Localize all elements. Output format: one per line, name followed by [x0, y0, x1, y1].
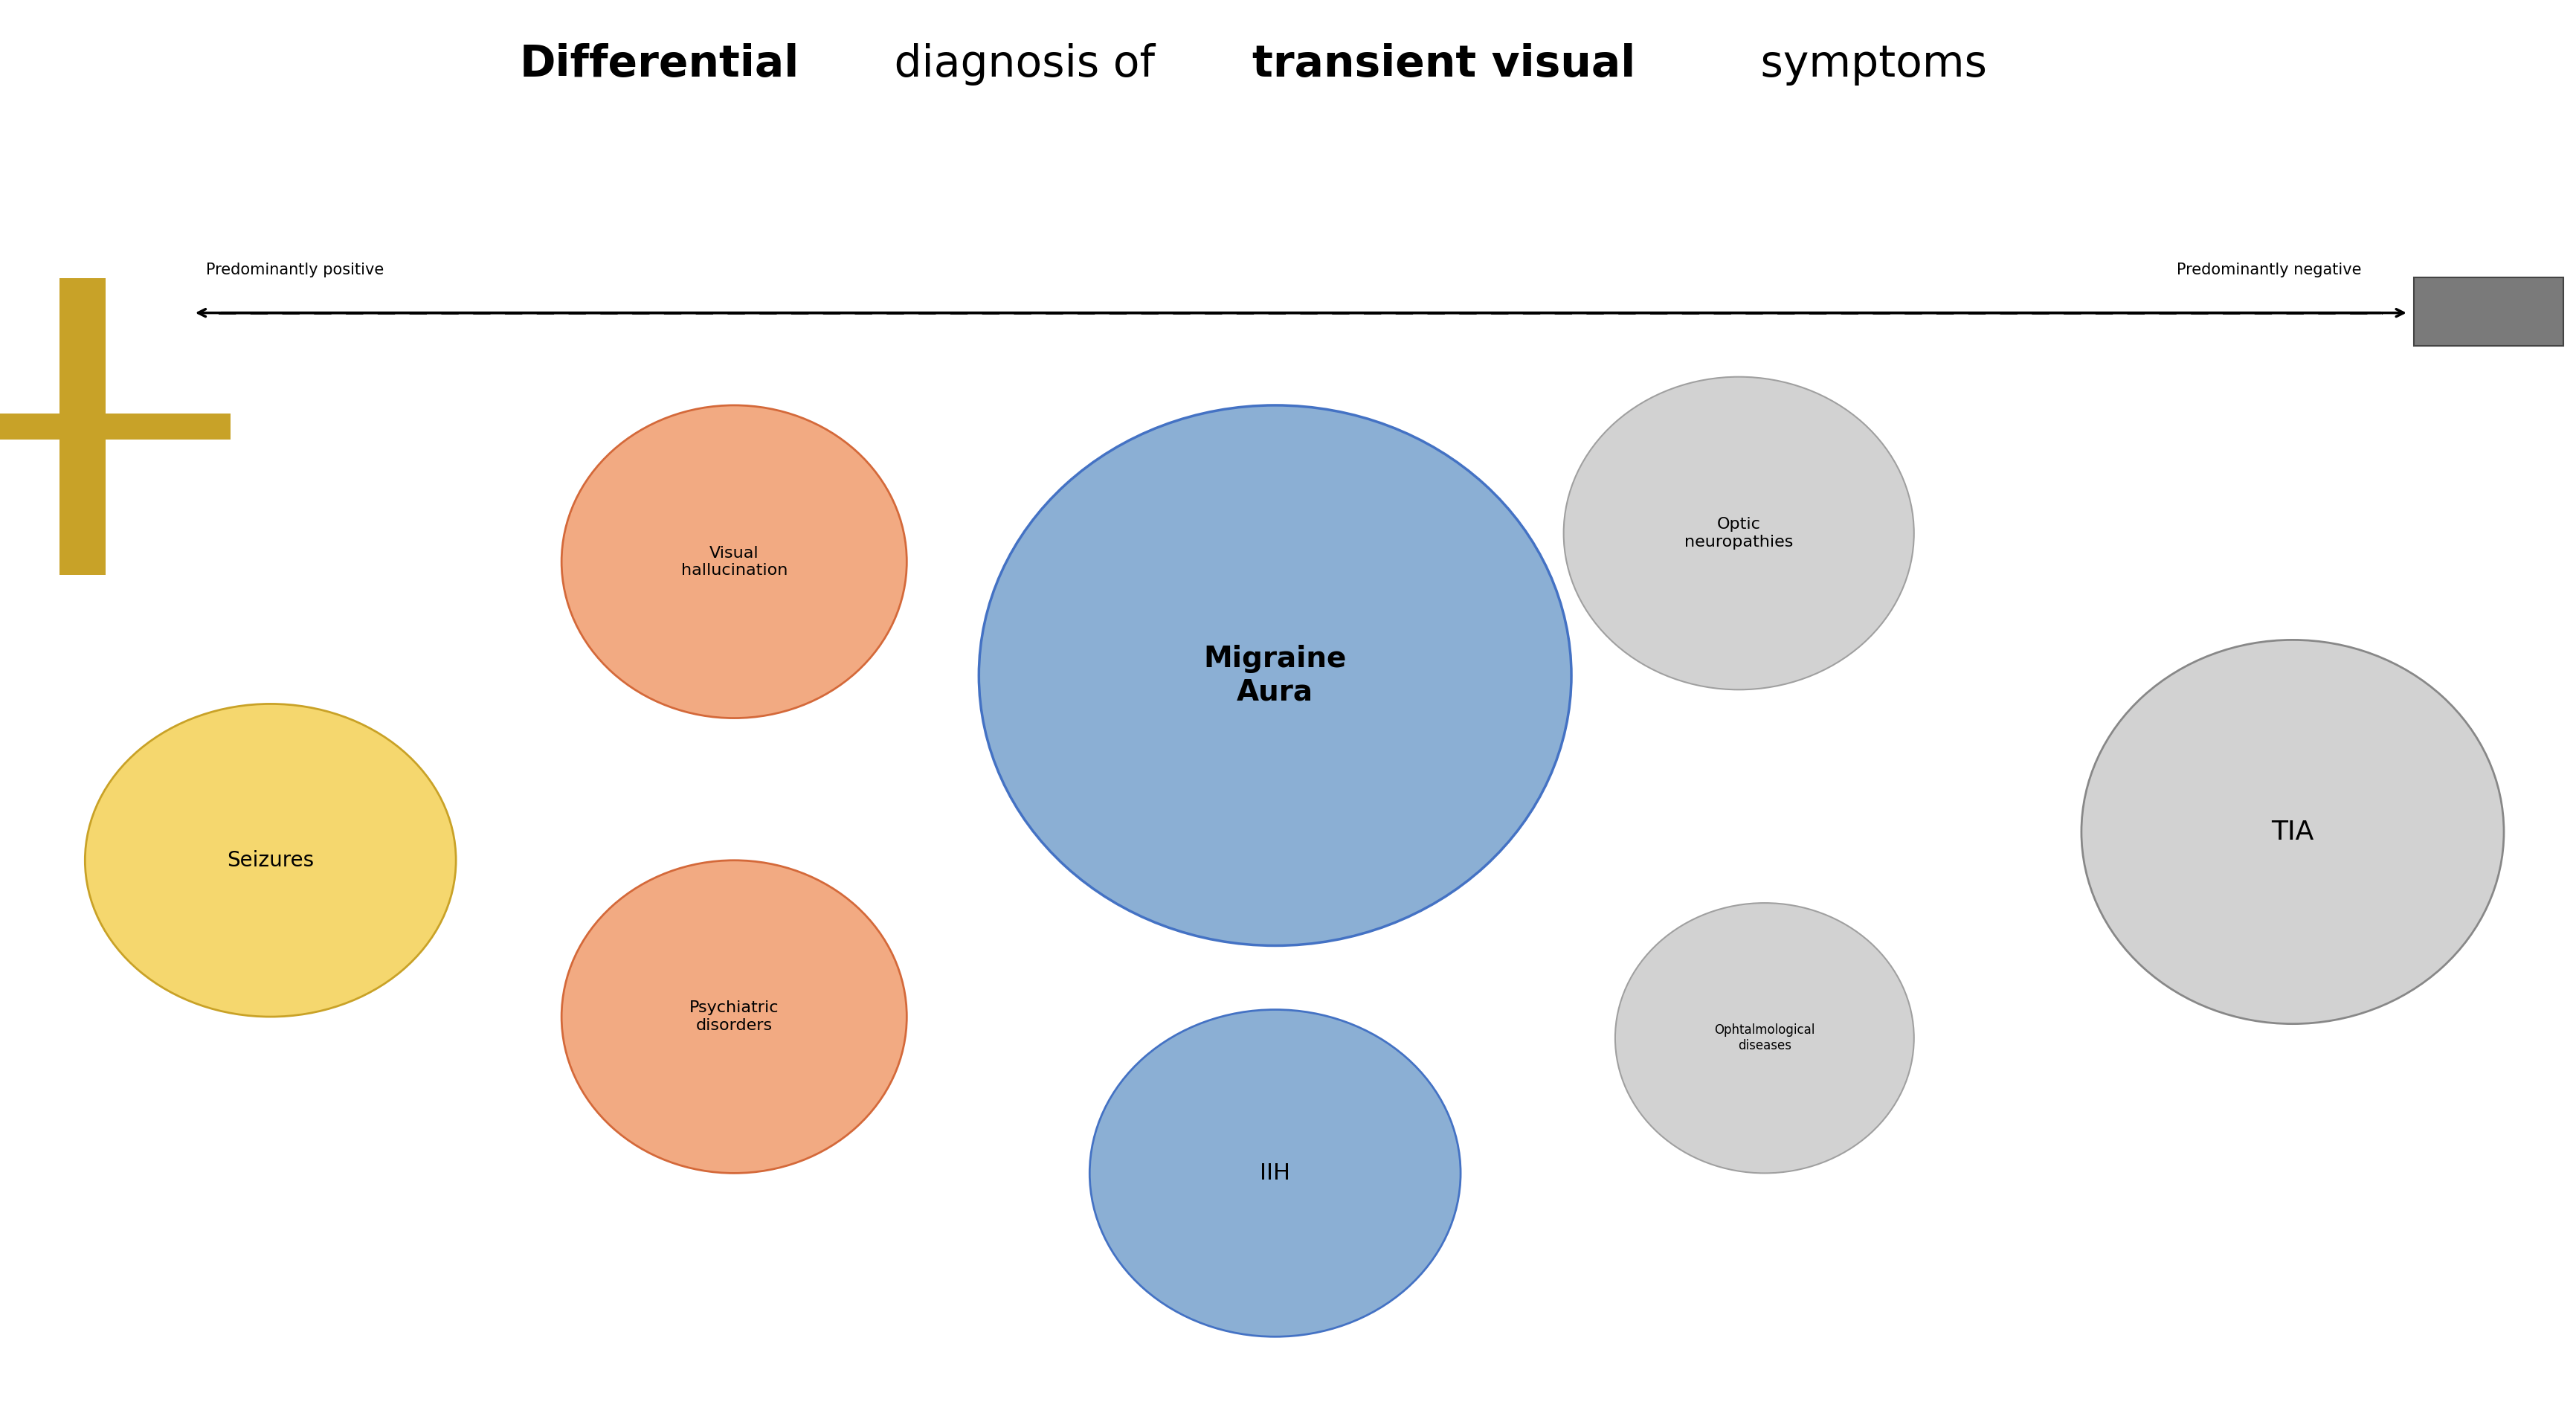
Text: symptoms: symptoms: [1747, 43, 1986, 85]
Bar: [59, 279, 106, 574]
Text: TIA: TIA: [2272, 819, 2313, 845]
Bar: [2414, 277, 2563, 346]
Text: Predominantly positive: Predominantly positive: [206, 263, 384, 277]
Bar: [0, 414, 229, 439]
Text: Ophtalmological
diseases: Ophtalmological diseases: [1713, 1024, 1816, 1052]
Ellipse shape: [85, 704, 456, 1017]
Text: Psychiatric
disorders: Psychiatric disorders: [690, 1001, 778, 1032]
Ellipse shape: [979, 405, 1571, 946]
Ellipse shape: [2081, 640, 2504, 1024]
Text: IIH: IIH: [1260, 1162, 1291, 1185]
Text: Visual
hallucination: Visual hallucination: [680, 546, 788, 577]
Ellipse shape: [562, 405, 907, 718]
Text: Differential: Differential: [520, 43, 799, 85]
Ellipse shape: [1090, 1010, 1461, 1337]
Ellipse shape: [1615, 903, 1914, 1173]
Text: Predominantly negative: Predominantly negative: [2177, 263, 2362, 277]
Text: Optic
neuropathies: Optic neuropathies: [1685, 518, 1793, 549]
Text: diagnosis of: diagnosis of: [881, 43, 1170, 85]
Text: Seizures: Seizures: [227, 850, 314, 870]
Text: Migraine
Aura: Migraine Aura: [1203, 646, 1347, 705]
Text: transient visual: transient visual: [1252, 43, 1636, 85]
Ellipse shape: [562, 860, 907, 1173]
Ellipse shape: [1564, 377, 1914, 690]
